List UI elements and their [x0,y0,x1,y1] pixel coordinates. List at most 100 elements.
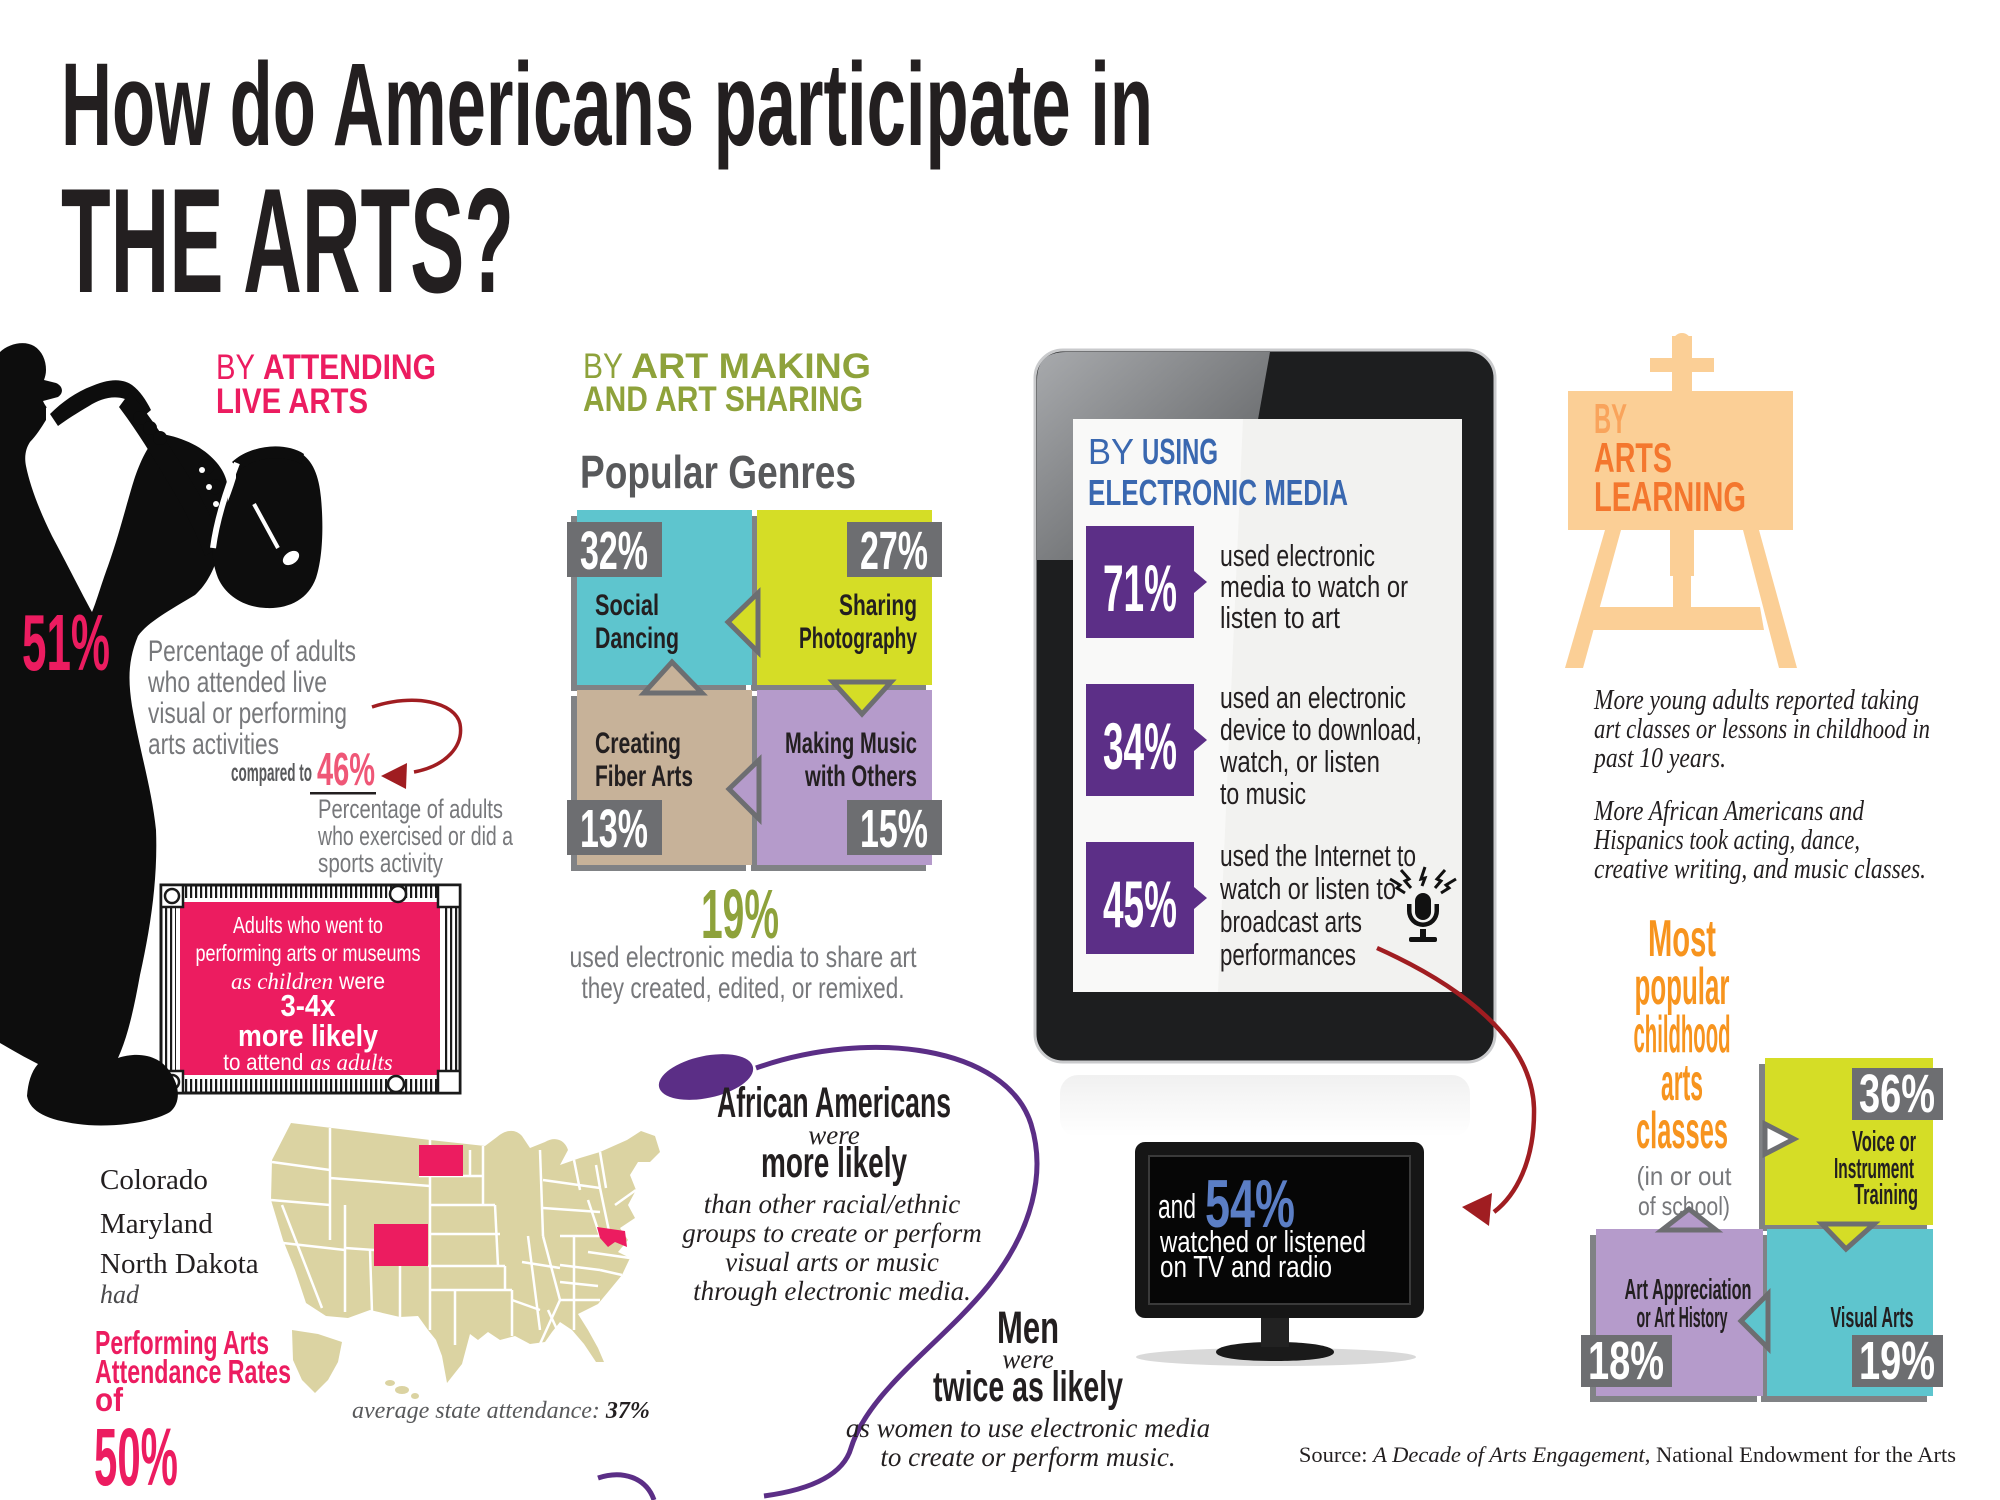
svg-text:46%: 46% [317,743,375,795]
svg-text:with Others: with Others [804,760,917,793]
svg-text:71%: 71% [1103,551,1177,625]
svg-text:USING: USING [1142,431,1218,472]
svg-text:art classes or lessons in chil: art classes or lessons in childhood in [1594,713,1930,745]
svg-text:to music: to music [1220,776,1306,811]
svg-text:How do Americans participate i: How do Americans participate in [61,39,1153,171]
svg-text:listen to art: listen to art [1220,600,1340,635]
svg-text:watch or listen to: watch or listen to [1219,871,1396,906]
svg-text:Colorado: Colorado [100,1164,208,1196]
svg-text:used electronic: used electronic [1220,538,1375,573]
svg-text:broadcast arts: broadcast arts [1220,904,1362,939]
svg-text:Photography: Photography [799,622,917,655]
svg-text:popular: popular [1635,958,1730,1016]
svg-text:compared to: compared to [231,759,312,787]
svg-text:51%: 51% [22,598,110,687]
svg-text:childhood: childhood [1634,1006,1731,1064]
svg-text:Creating: Creating [595,727,681,760]
svg-text:15%: 15% [860,799,928,859]
svg-text:and: and [1158,1188,1196,1226]
svg-text:Dancing: Dancing [595,622,679,655]
svg-text:device to download,: device to download, [1220,712,1422,747]
svg-text:Voice or: Voice or [1852,1126,1916,1158]
svg-text:13%: 13% [580,799,648,859]
svg-text:they created, edited, or remix: they created, edited, or remixed. [582,972,905,1005]
svg-text:were: were [1002,1344,1053,1374]
svg-text:27%: 27% [860,521,928,581]
svg-text:watch, or listen: watch, or listen [1219,744,1380,779]
svg-text:BY: BY [1594,395,1627,442]
svg-text:Social: Social [595,589,659,622]
svg-text:past 10 years.: past 10 years. [1592,742,1726,774]
svg-text:were: were [808,1120,859,1150]
svg-text:who exercised or did a: who exercised or did a [317,821,513,851]
svg-text:More African Americans and: More African Americans and [1593,795,1864,827]
svg-text:sports activity: sports activity [318,848,443,878]
svg-text:THE ARTS?: THE ARTS? [61,157,514,324]
svg-text:used electronic media to share: used electronic media to share art [570,941,918,974]
svg-text:More young adults reported tak: More young adults reported taking [1593,684,1919,716]
svg-text:ARTS: ARTS [1594,434,1672,481]
svg-text:Fiber Arts: Fiber Arts [595,760,693,793]
svg-text:who attended live: who attended live [147,666,327,699]
svg-text:visual or performing: visual or performing [148,697,347,730]
svg-text:Adults who went to: Adults who went to [233,912,383,938]
svg-text:creative writing, and music cl: creative writing, and music classes. [1594,853,1926,885]
svg-text:had: had [100,1280,140,1309]
svg-text:45%: 45% [1103,867,1177,941]
svg-text:more likely: more likely [238,1018,379,1053]
svg-text:African Americans: African Americans [717,1079,951,1127]
svg-text:Percentage of adults: Percentage of adults [148,635,356,668]
svg-text:ATTENDING: ATTENDING [263,348,436,387]
svg-text:Sharing: Sharing [839,589,917,622]
svg-text:ART MAKING: ART MAKING [631,347,871,386]
svg-text:LIVE ARTS: LIVE ARTS [216,382,368,421]
svg-text:18%: 18% [1588,1331,1664,1391]
svg-text:to create or perform music.: to create or perform music. [880,1442,1175,1472]
svg-text:of: of [95,1381,124,1418]
svg-text:performing arts or museums: performing arts or museums [196,940,421,966]
svg-text:AND ART SHARING: AND ART SHARING [583,380,863,419]
svg-text:36%: 36% [1859,1064,1935,1124]
svg-text:or Art History: or Art History [1637,1302,1728,1334]
svg-text:groups to create or perform: groups to create or perform [682,1218,981,1248]
svg-text:Instrument: Instrument [1834,1153,1914,1185]
svg-text:Source: A Decade of Arts Engag: Source: A Decade of Arts Engagement, Nat… [1299,1442,1956,1467]
svg-text:50%: 50% [94,1412,178,1500]
svg-text:on TV and radio: on TV and radio [1160,1249,1332,1284]
svg-text:BY: BY [216,348,255,387]
svg-text:BY: BY [583,347,623,386]
svg-text:19%: 19% [701,875,779,953]
svg-text:32%: 32% [580,521,648,581]
svg-text:Art Appreciation: Art Appreciation [1625,1274,1752,1306]
svg-text:average state attendance: 37%: average state attendance: 37% [352,1398,650,1424]
svg-text:than other racial/ethnic: than other racial/ethnic [704,1189,960,1219]
svg-text:arts: arts [1661,1054,1703,1112]
svg-text:34%: 34% [1103,709,1177,783]
svg-text:watched or listened: watched or listened [1159,1224,1366,1259]
svg-text:classes: classes [1636,1102,1728,1160]
svg-text:arts activities: arts activities [148,728,279,761]
svg-text:3-4x: 3-4x [281,988,337,1023]
svg-text:Making Music: Making Music [785,727,917,760]
svg-text:(in or out: (in or out [1637,1161,1733,1191]
svg-text:Visual Arts: Visual Arts [1831,1302,1914,1334]
svg-text:Training: Training [1854,1179,1918,1211]
svg-text:performances: performances [1220,937,1356,972]
svg-text:Performing Arts: Performing Arts [95,1324,269,1361]
svg-text:Most: Most [1648,910,1716,968]
svg-text:as women to use electronic med: as women to use electronic media [846,1413,1210,1443]
svg-text:Men: Men [997,1302,1059,1353]
svg-text:visual arts or music: visual arts or music [725,1247,939,1277]
svg-text:54%: 54% [1205,1166,1295,1242]
svg-text:more likely: more likely [761,1139,907,1187]
svg-text:media to watch or: media to watch or [1220,569,1408,604]
svg-text:Hispanics took acting, dance,: Hispanics took acting, dance, [1593,824,1860,856]
svg-text:used the Internet to: used the Internet to [1220,838,1416,873]
svg-text:LEARNING: LEARNING [1594,473,1746,520]
svg-text:North Dakota: North Dakota [100,1248,259,1280]
svg-text:19%: 19% [1859,1331,1935,1391]
svg-text:twice as likely: twice as likely [933,1363,1123,1411]
svg-text:BY: BY [1088,431,1134,472]
